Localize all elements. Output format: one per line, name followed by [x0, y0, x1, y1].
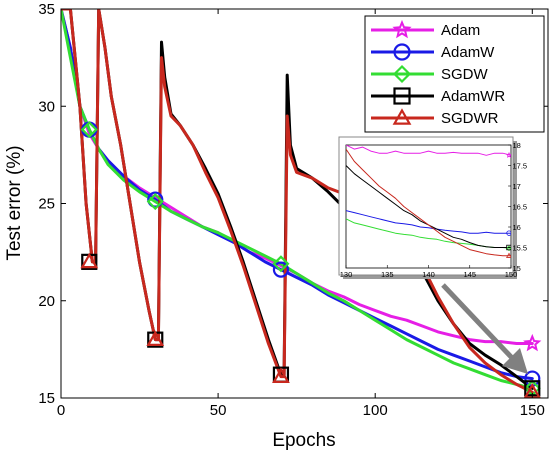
marker-adamw-2: [272, 261, 290, 278]
y-tick-label: 20: [38, 293, 55, 310]
y-tick-label: 15: [38, 390, 55, 407]
x-tick-label: 0: [57, 402, 65, 419]
inset-series-layer: [346, 145, 511, 258]
inset-marker-adam: [505, 151, 511, 158]
marker-sgdwr-2: [272, 367, 290, 383]
inset-y-axis-ticks: 15 15.5 16 16.5 17 17.5 18: [508, 141, 527, 273]
marker-layer: [80, 121, 542, 399]
legend-marker-adam: [392, 19, 412, 39]
inset-marker-adamwr: [506, 244, 511, 251]
y-axis-ticks: 15 20 25 30 35: [38, 1, 548, 407]
x-axis-ticks: 0 50 100 150: [57, 9, 545, 419]
legend: Adam AdamW SGDW AdamWR SGDWR: [364, 15, 545, 133]
inset-x-tick-label: 140: [422, 270, 435, 279]
marker-sgdw-0: [80, 121, 98, 139]
inset-series-line-adam: [346, 145, 511, 156]
legend-marker-sgdwr: [392, 108, 412, 125]
inset-x-tick-label: 130: [340, 270, 353, 279]
legend-item-adamw: AdamW: [371, 43, 495, 61]
inset-y-tick-label: 15: [513, 264, 521, 273]
marker-adam-0: [523, 333, 542, 352]
inset-y-tick-label: 16: [513, 223, 521, 232]
inset-x-tick-label: 135: [381, 270, 394, 279]
inset-x-axis-ticks: 130 135 140 145 150: [340, 265, 518, 279]
y-axis-title: Test error (%): [4, 145, 25, 260]
x-tick-label: 100: [363, 402, 388, 419]
marker-sgdwr-1: [146, 330, 165, 346]
marker-sgdwr-0: [80, 252, 99, 269]
y-tick-label: 25: [38, 196, 55, 213]
inset-x-tick-label: 150: [505, 270, 518, 279]
legend-item-sgdw: SGDW: [371, 64, 489, 84]
zoom-arrow-shaft: [441, 283, 516, 362]
legend-item-adamwr: AdamWR: [371, 87, 505, 105]
marker-sgdw-1: [146, 192, 164, 211]
x-axis-title: Epochs: [272, 430, 335, 451]
legend-label: SGDWR: [441, 110, 499, 127]
legend-label: AdamW: [441, 44, 495, 61]
x-tick-label: 50: [210, 402, 227, 419]
legend-marker-adamwr: [393, 87, 411, 105]
marker-adamw-1: [147, 191, 164, 208]
inset-y-tick-label: 15.5: [513, 244, 528, 253]
y-tick-label: 30: [38, 98, 55, 115]
inset-series-line-adamw: [346, 210, 511, 234]
legend-label: SGDW: [441, 66, 489, 83]
inset-background: [338, 136, 514, 276]
legend-item-adam: Adam: [371, 19, 480, 39]
inset-y-tick-label: 18: [513, 141, 521, 150]
inset-marker-adamw: [506, 230, 511, 236]
inset-y-tick-label: 17: [513, 182, 521, 191]
marker-sgdw-2: [272, 255, 290, 273]
zoom-arrow-head: [502, 348, 528, 374]
inset-y-tick-label: 17.5: [513, 162, 528, 171]
legend-marker-sgdw: [392, 64, 412, 84]
y-tick-label: 35: [38, 1, 55, 18]
legend-label: AdamWR: [441, 88, 505, 105]
inset-zoom-panel: 130 135 140 145 150 15 15.5 16 16.5 17 17.5 18: [338, 136, 527, 279]
inset-x-tick-label: 145: [463, 270, 476, 279]
inset-series-line-sgdwr: [346, 148, 511, 257]
legend-item-sgdwr: SGDWR: [371, 108, 499, 127]
series-line-sgdw: [61, 9, 534, 390]
inset-marker-sgdwr: [506, 252, 511, 258]
zoom-arrow: [441, 283, 528, 374]
legend-label: Adam: [441, 22, 480, 39]
x-tick-label: 150: [520, 402, 545, 419]
legend-marker-adamw: [393, 43, 411, 61]
inset-y-tick-label: 16.5: [513, 203, 528, 212]
